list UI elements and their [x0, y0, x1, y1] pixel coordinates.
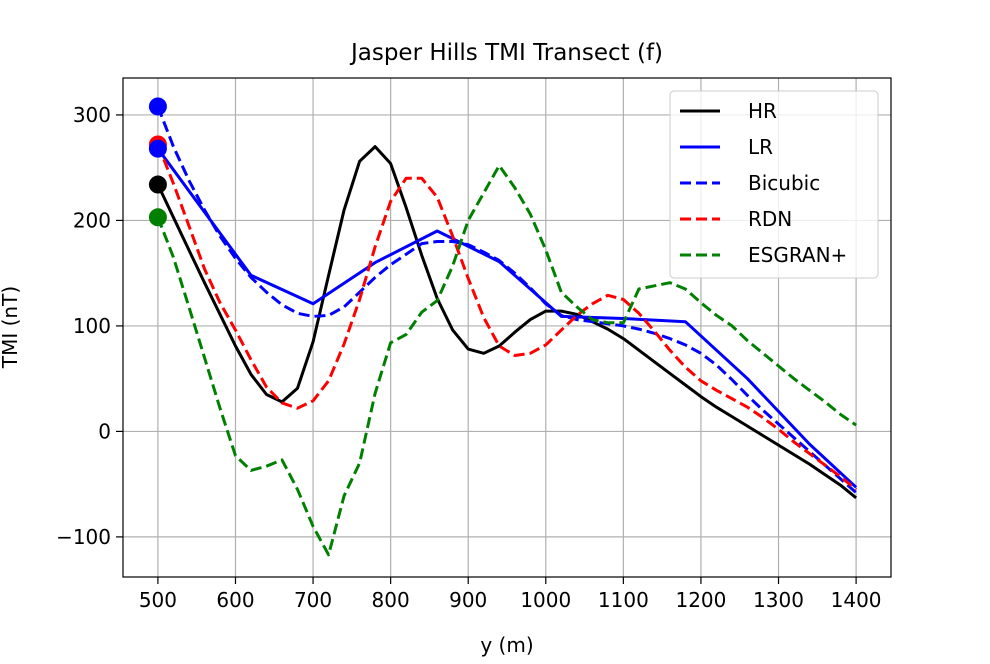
- y-tick-label: −100: [56, 525, 111, 549]
- series-line-rdn: [156, 143, 858, 491]
- y-tick-label: 0: [98, 419, 111, 443]
- x-tick-label: 700: [294, 588, 332, 612]
- x-tick-label: 1300: [753, 588, 804, 612]
- x-tick-label: 500: [139, 588, 177, 612]
- plot-series: [156, 105, 858, 557]
- x-tick-label: 1100: [598, 588, 649, 612]
- x-axis-label: y (m): [480, 633, 533, 657]
- x-tick-label: 1200: [675, 588, 726, 612]
- series-line-hr: [156, 145, 858, 500]
- legend-label-lr: LR: [748, 135, 773, 159]
- plot-area-frame: [122, 77, 892, 578]
- start-marker-lr: [148, 139, 167, 158]
- legend-label-esgran: ESGRAN+: [748, 243, 847, 267]
- start-marker-hr: [148, 175, 167, 194]
- series-line-esgran: [156, 164, 857, 557]
- x-tick-label: 1400: [831, 588, 882, 612]
- y-tick-label: 100: [73, 314, 111, 338]
- series-line-bicubic: [156, 105, 858, 494]
- y-tick-label: 300: [73, 103, 111, 127]
- start-markers: [148, 97, 167, 227]
- axis-ticks: 500 600 700 800 900 1000 1100 1200 1300 1400 −100 0…: [56, 103, 881, 612]
- legend-label-rdn: RDN: [748, 207, 792, 231]
- legend: HR LR Bicubic RDN ESGRAN+: [669, 90, 879, 279]
- start-marker-bicubic: [148, 97, 167, 116]
- y-tick-label: 200: [73, 208, 111, 232]
- x-tick-label: 1000: [520, 588, 571, 612]
- y-axis-label: TMI (nT): [0, 286, 22, 369]
- chart-title: Jasper Hills TMI Transect (f): [349, 40, 663, 66]
- legend-entries: HR LR Bicubic RDN ESGRAN+: [680, 99, 847, 267]
- x-tick-label: 600: [216, 588, 254, 612]
- legend-label-bicubic: Bicubic: [748, 171, 820, 195]
- legend-label-hr: HR: [748, 99, 777, 123]
- x-tick-label: 900: [449, 588, 487, 612]
- legend-box: [669, 90, 879, 279]
- x-tick-label: 800: [372, 588, 410, 612]
- start-marker-esgran: [148, 208, 167, 227]
